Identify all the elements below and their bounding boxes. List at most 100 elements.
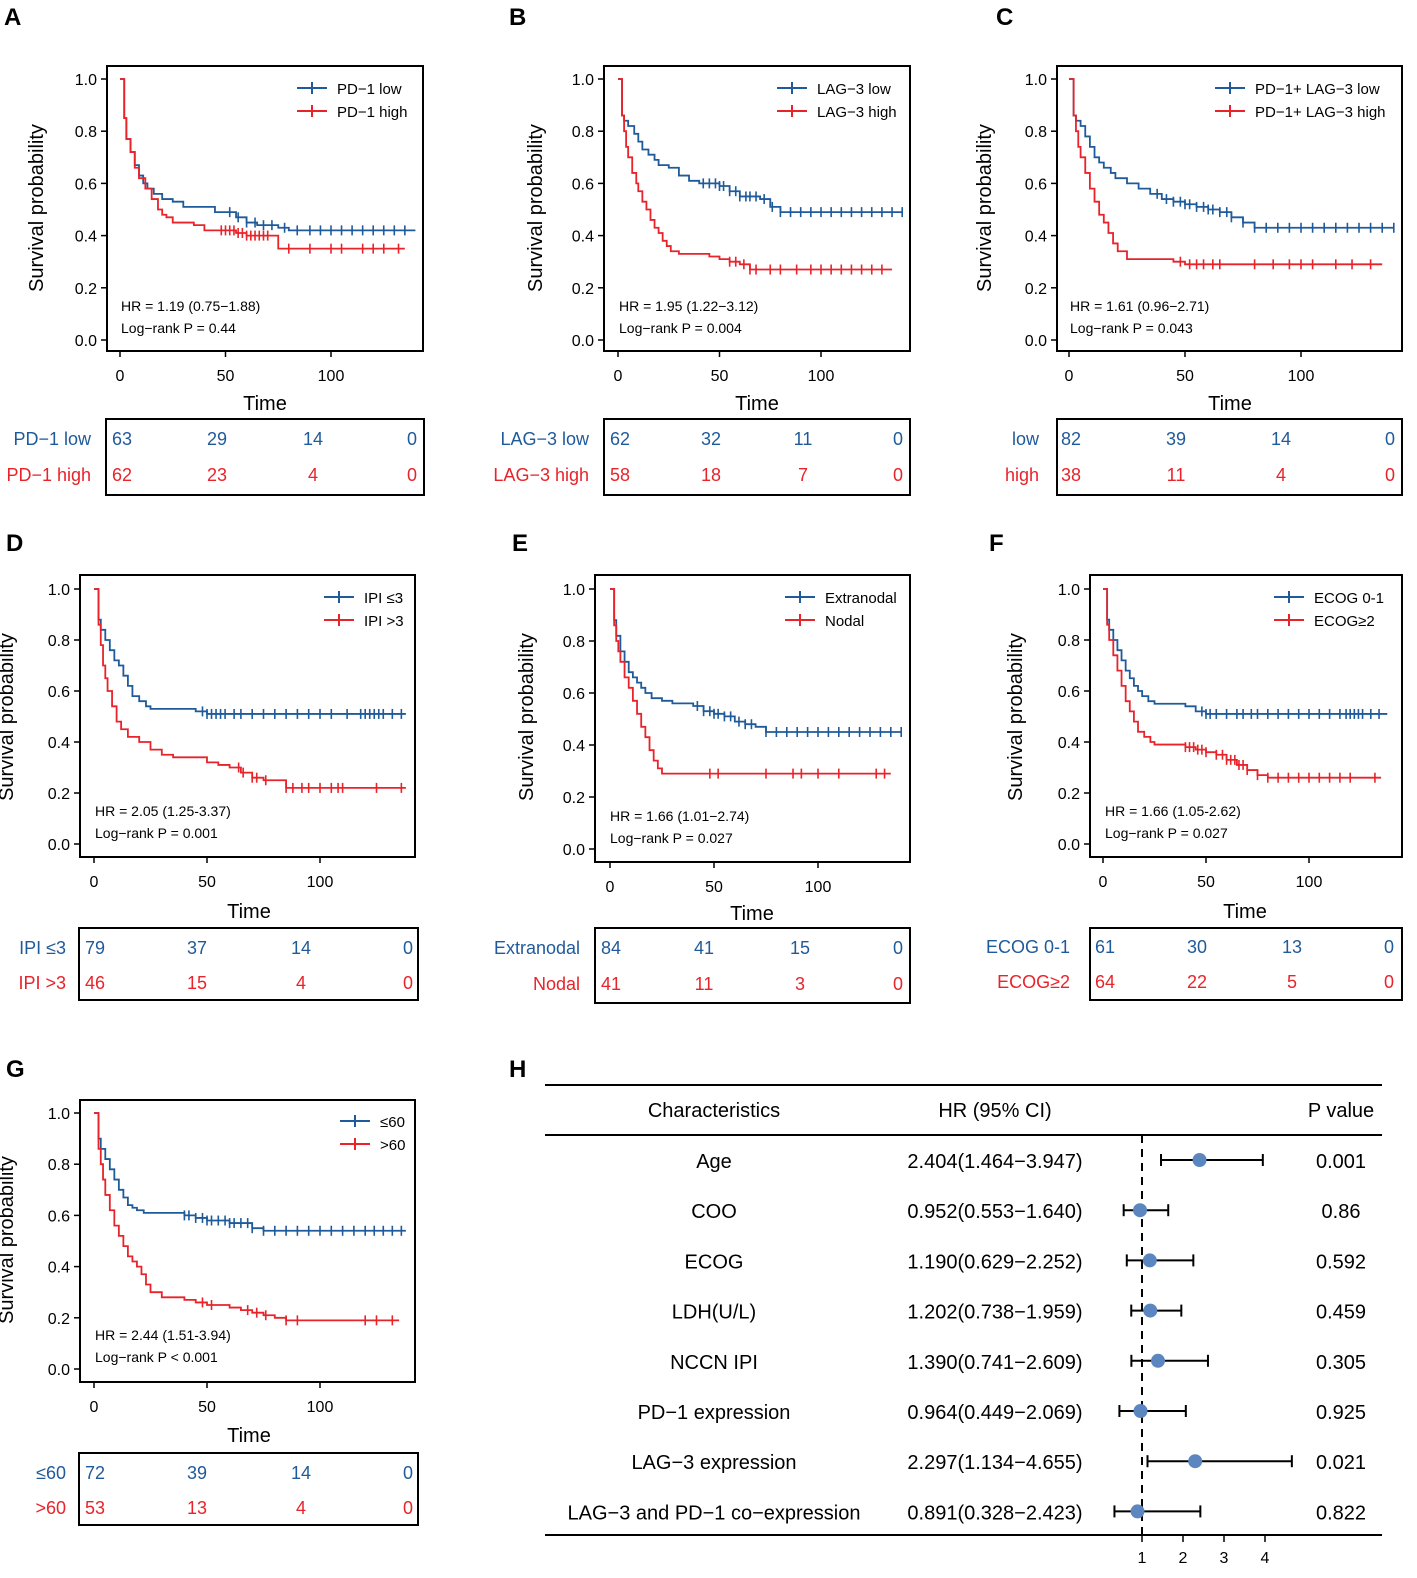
x-tick-label: 50 bbox=[1197, 874, 1215, 891]
risk-table-frame bbox=[1056, 418, 1403, 496]
plot-frame bbox=[79, 574, 416, 858]
km-curve-group2 bbox=[1069, 78, 1383, 266]
characteristic-name: Age bbox=[696, 1151, 732, 1173]
risk-table-value: 11 bbox=[794, 429, 813, 449]
plot-frame bbox=[1056, 65, 1403, 352]
y-tick-label: 0.8 bbox=[48, 633, 70, 650]
risk-table-value: 39 bbox=[1166, 429, 1186, 449]
km-curve-group2 bbox=[618, 78, 893, 271]
p-value: 0.001 bbox=[1316, 1151, 1366, 1173]
y-tick-label: 0.6 bbox=[48, 1208, 70, 1225]
y-tick-label: 1.0 bbox=[75, 72, 97, 89]
panel-c: C 0.0 0.2 0.4 0.6 0.8 1.0 0 50 100 Time Survival pr… bbox=[974, 4, 1403, 496]
risk-table-row-label: high bbox=[1005, 465, 1039, 485]
risk-table-row-label: LAG−3 low bbox=[500, 429, 590, 449]
risk-table-frame bbox=[594, 927, 911, 1004]
y-tick-label: 0.2 bbox=[563, 790, 585, 807]
y-tick-label: 0.2 bbox=[1058, 786, 1080, 803]
risk-table-value: 82 bbox=[1061, 429, 1081, 449]
p-value: 0.021 bbox=[1316, 1452, 1366, 1474]
panel-h-forest: H Characteristics HR (95% CI) P value 1 2 3 4 Ag… bbox=[509, 1056, 1382, 1567]
hr-point bbox=[1192, 1153, 1207, 1167]
km-curve-group2 bbox=[120, 78, 405, 250]
y-tick-label: 0.0 bbox=[75, 333, 97, 350]
hr-point bbox=[1133, 1203, 1148, 1218]
risk-table-value: 14 bbox=[303, 429, 323, 449]
legend-label: PD−1+ LAG−3 high bbox=[1255, 104, 1386, 121]
hr-ci-value: 1.202(0.738−1.959) bbox=[907, 1302, 1082, 1324]
risk-table-value: 0 bbox=[893, 429, 903, 449]
risk-table-value: 15 bbox=[187, 973, 207, 993]
risk-table-value: 0 bbox=[403, 938, 413, 958]
plot-frame bbox=[106, 65, 424, 352]
risk-table-row-label: ≤60 bbox=[36, 1463, 66, 1483]
risk-table-row-label: Extranodal bbox=[494, 938, 580, 958]
risk-table-value: 0 bbox=[1385, 465, 1395, 485]
km-curve-group1 bbox=[618, 78, 903, 214]
y-tick-label: 0.0 bbox=[563, 842, 585, 859]
x-tick-label: 100 bbox=[318, 368, 345, 385]
risk-table-row-label: IPI ≤3 bbox=[19, 938, 66, 958]
panel-label: B bbox=[509, 4, 526, 31]
p-value: 0.822 bbox=[1316, 1502, 1366, 1524]
characteristic-name: PD−1 expression bbox=[638, 1402, 791, 1424]
x-tick-label: 50 bbox=[198, 1399, 216, 1416]
y-tick-label: 0.2 bbox=[1025, 281, 1047, 298]
risk-table-value: 30 bbox=[1187, 937, 1207, 957]
risk-table-value: 41 bbox=[601, 974, 621, 994]
header-characteristics: Characteristics bbox=[648, 1100, 780, 1122]
risk-table-value: 62 bbox=[112, 465, 132, 485]
panel-label: A bbox=[4, 4, 21, 31]
y-tick-label: 0.8 bbox=[572, 124, 594, 141]
panel-b: B 0.0 0.2 0.4 0.6 0.8 1.0 0 50 100 Time Survival pr… bbox=[493, 4, 911, 496]
y-tick-label: 0.6 bbox=[1058, 684, 1080, 701]
x-axis-label: Time bbox=[1223, 901, 1267, 923]
y-tick-label: 0.8 bbox=[1025, 124, 1047, 141]
panel-d: D 0.0 0.2 0.4 0.6 0.8 1.0 0 50 100 Time Survival pr… bbox=[0, 530, 419, 1001]
risk-table-value: 62 bbox=[610, 429, 630, 449]
km-curve-group2 bbox=[610, 588, 891, 775]
risk-table-value: 0 bbox=[1384, 937, 1394, 957]
risk-table-value: 11 bbox=[695, 974, 714, 994]
hr-point bbox=[1143, 1303, 1158, 1318]
x-tick-label: 100 bbox=[1288, 368, 1315, 385]
characteristic-name: LAG−3 and PD−1 co−expression bbox=[568, 1502, 861, 1524]
legend-label: PD−1+ LAG−3 low bbox=[1255, 81, 1380, 98]
y-axis-label: Survival probability bbox=[1005, 633, 1027, 801]
hr-ci-value: 0.952(0.553−1.640) bbox=[907, 1201, 1082, 1223]
p-value: 0.592 bbox=[1316, 1251, 1366, 1273]
x-axis-label: Time bbox=[227, 901, 271, 923]
risk-table-value: 79 bbox=[85, 938, 105, 958]
risk-table-value: 63 bbox=[112, 429, 132, 449]
y-tick-label: 0.4 bbox=[75, 229, 97, 246]
x-axis-label: Time bbox=[243, 393, 287, 415]
hr-ci-value: 0.891(0.328−2.423) bbox=[907, 1502, 1082, 1524]
legend-label: PD−1 high bbox=[337, 104, 407, 121]
hr-point bbox=[1133, 1404, 1148, 1418]
risk-table-row-label: PD−1 high bbox=[6, 465, 91, 485]
hr-ci-value: 2.297(1.134−4.655) bbox=[907, 1452, 1082, 1474]
risk-table-value: 0 bbox=[407, 465, 417, 485]
risk-table-value: 23 bbox=[207, 465, 227, 485]
characteristic-name: LDH(U/L) bbox=[672, 1302, 756, 1324]
risk-table-row-label: ECOG≥2 bbox=[997, 972, 1070, 992]
km-curve-group1 bbox=[1103, 588, 1388, 715]
risk-table-value: 3 bbox=[795, 974, 805, 994]
hazard-ratio-text: HR = 2.05 (1.25-3.37) bbox=[95, 803, 231, 819]
hazard-ratio-text: HR = 1.95 (1.22−3.12) bbox=[619, 298, 758, 314]
y-tick-label: 0.4 bbox=[563, 738, 585, 755]
x-tick-label: 50 bbox=[705, 879, 723, 896]
risk-table-frame bbox=[1089, 927, 1403, 1001]
y-tick-label: 0.4 bbox=[1058, 735, 1080, 752]
x-tick-label: 100 bbox=[808, 368, 835, 385]
log-rank-p-text: Log−rank P = 0.043 bbox=[1070, 320, 1193, 336]
risk-table-value: 32 bbox=[701, 429, 721, 449]
km-curve-group1 bbox=[120, 78, 416, 232]
hr-ci-value: 2.404(1.464−3.947) bbox=[907, 1151, 1082, 1173]
x-tick-label: 0 bbox=[90, 1399, 99, 1416]
y-tick-label: 0.2 bbox=[48, 1311, 70, 1328]
risk-table-value: 41 bbox=[694, 938, 714, 958]
risk-table-value: 0 bbox=[1385, 429, 1395, 449]
panel-label: D bbox=[6, 530, 23, 557]
